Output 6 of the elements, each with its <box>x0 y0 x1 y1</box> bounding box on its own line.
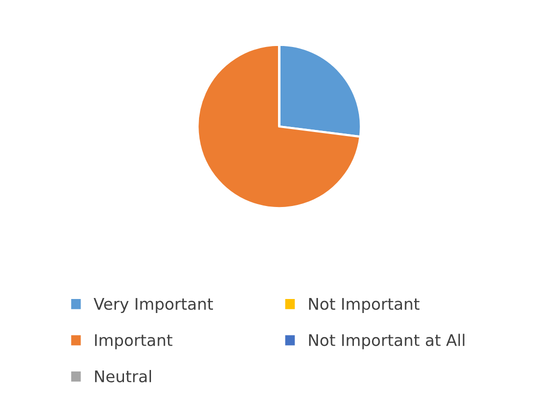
legend-label: Not Important <box>309 298 420 314</box>
legend-label: Important <box>95 334 172 350</box>
legend-label: Neutral <box>95 370 151 382</box>
pie-slice <box>196 44 362 210</box>
legend-label: Very Important <box>94 298 213 314</box>
legend-label: Not Important at All <box>309 334 464 350</box>
